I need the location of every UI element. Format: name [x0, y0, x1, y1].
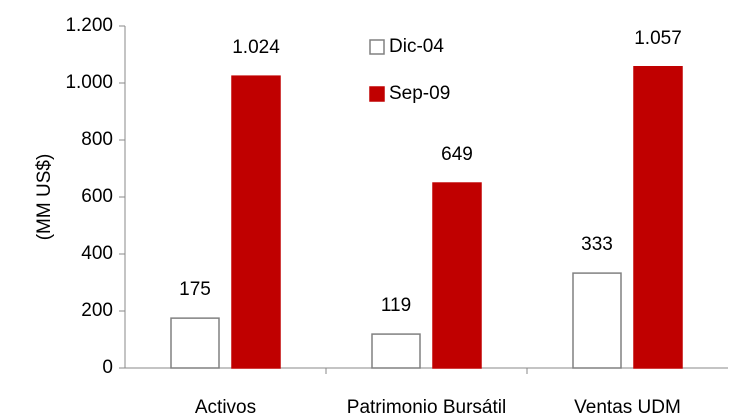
y-tick-label: 400	[81, 243, 113, 264]
value-label: 333	[581, 234, 613, 255]
bar	[170, 317, 220, 369]
x-tick-label: Activos	[195, 397, 256, 417]
value-label: 649	[441, 144, 473, 165]
value-label: 119	[381, 295, 411, 316]
value-label: 1.024	[232, 37, 280, 58]
bar	[572, 272, 622, 369]
value-label: 1.057	[634, 28, 682, 49]
legend-label: Dic-04	[389, 36, 444, 57]
y-tick-label: 0	[102, 357, 113, 378]
y-tick-label: 200	[81, 300, 113, 321]
y-tick-label: 800	[81, 129, 113, 150]
bar	[371, 333, 421, 369]
value-label: 175	[179, 279, 211, 300]
legend-swatch	[369, 86, 385, 102]
x-tick-label: Patrimonio Bursátil	[347, 397, 506, 417]
y-axis-label: (MM US$)	[34, 154, 55, 241]
legend-label: Sep-09	[389, 83, 450, 104]
bar	[432, 182, 482, 369]
bar	[231, 75, 281, 369]
x-tick-label: Ventas UDM	[574, 397, 681, 417]
y-tick-label: 1.000	[65, 72, 113, 93]
y-tick-label: 600	[81, 186, 113, 207]
y-tick-label: 1.200	[65, 15, 113, 36]
bar	[633, 66, 683, 369]
legend-swatch	[369, 39, 385, 55]
